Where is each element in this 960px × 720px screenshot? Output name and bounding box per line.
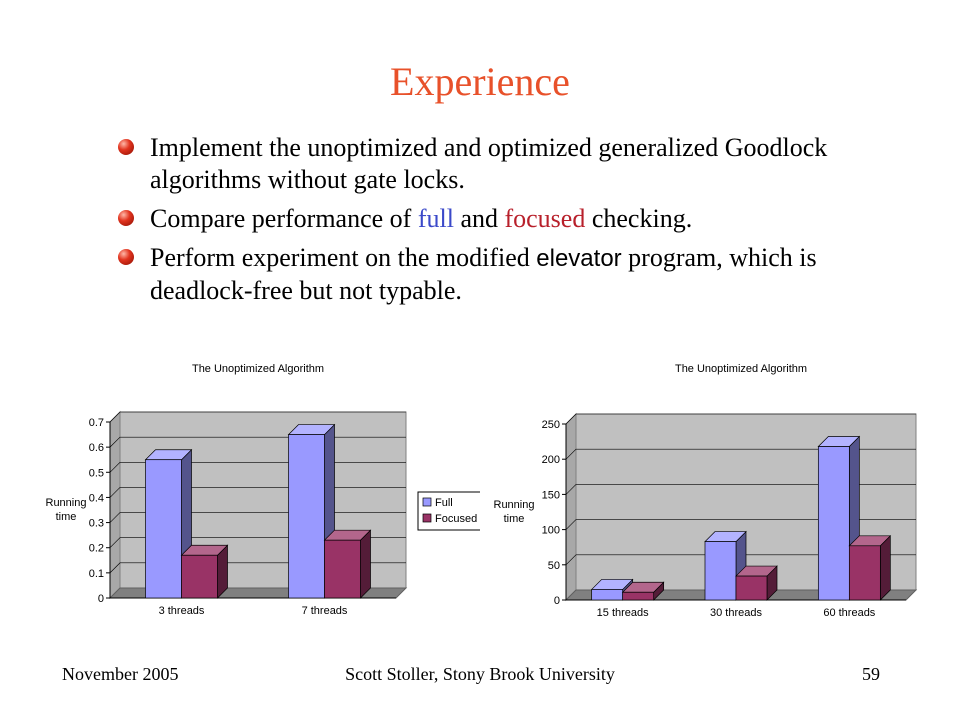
legend-swatch-focused (422, 513, 432, 523)
legend-swatch-full (422, 497, 432, 507)
full-highlight: full (417, 204, 454, 233)
chart-gridline (565, 519, 916, 530)
chart-side-wall (565, 412, 577, 602)
y-tick-label: 0.3 (89, 518, 104, 530)
bar-focused (848, 545, 881, 601)
bullet-ball-icon (118, 139, 134, 155)
chart-right-svg: The Unoptimized Algorithm 0 50 100 150 200 250… (494, 363, 918, 619)
chart-gridline (565, 413, 916, 425)
bullet-item: Perform experiment on the modified eleva… (118, 242, 898, 307)
bullet-list: Implement the unoptimized and optimized … (118, 132, 898, 314)
bullet-text-part: program, which is deadlock-free but not … (150, 243, 817, 305)
bar-focused (622, 591, 655, 601)
x-tick-label: 3 threads (159, 605, 205, 617)
y-axis-label: Running (46, 497, 87, 509)
bullet-text-part: Compare performance of (150, 204, 418, 233)
bar-full (817, 446, 850, 601)
chart-left: The Unoptimized Algorithm 0 0.1 0.2 0.3 0.4 0.… (40, 352, 480, 624)
bar-full (288, 434, 325, 599)
chart-title: The Unoptimized Algorithm (192, 363, 324, 375)
y-tick-label: 150 (542, 489, 560, 501)
y-tick-label: 50 (548, 560, 560, 572)
chart-gridline (565, 484, 916, 495)
chart-side-wall (109, 410, 121, 600)
bar-focused (181, 554, 218, 599)
y-tick-label: 0.5 (89, 467, 104, 479)
chart-title: The Unoptimized Algorithm (675, 363, 807, 375)
bar-side-focused (360, 529, 371, 599)
bar-full (591, 589, 624, 601)
y-tick-label: 200 (542, 454, 560, 466)
y-tick-label: 0 (98, 593, 104, 605)
y-tick-label: 0.4 (89, 492, 104, 504)
y-tick-label: 100 (542, 525, 560, 537)
y-axis-label: Running (494, 499, 535, 511)
y-tick-label: 250 (542, 419, 560, 431)
footer-author: Scott Stoller, Stony Brook University (345, 664, 615, 684)
footer-date: November 2005 (62, 664, 179, 684)
bullet-text: Implement the unoptimized and optimized … (150, 133, 828, 194)
bar-full (145, 459, 182, 599)
bar-focused (324, 539, 361, 599)
y-tick-label: 0.6 (89, 442, 104, 454)
x-tick-label: 30 threads (710, 607, 762, 619)
y-tick-label: 0.2 (89, 543, 104, 555)
legend-label: Focused (435, 513, 477, 525)
bar-side-focused (879, 534, 891, 601)
footer-page-number: 59 (862, 664, 880, 684)
bar-full (704, 541, 737, 601)
program-name: elevator (536, 245, 622, 272)
bullet-text-part: Perform experiment on the modified (150, 243, 537, 272)
legend-label: Full (435, 497, 453, 509)
y-tick-label: 0.7 (89, 417, 104, 429)
bullet-ball-icon (118, 210, 134, 226)
chart-gridline (109, 411, 406, 423)
chart-legend (417, 491, 480, 531)
x-tick-label: 7 threads (302, 605, 348, 617)
bullet-item: Implement the unoptimized and optimized … (118, 132, 898, 196)
y-axis-label: time (504, 513, 525, 525)
y-tick-label: 0.1 (89, 568, 104, 580)
x-tick-label: 60 threads (823, 607, 875, 619)
chart-left-svg: The Unoptimized Algorithm 0 0.1 0.2 0.3 0.4 0.… (46, 363, 480, 617)
chart-gridline (565, 554, 916, 566)
bullet-text-part: and (453, 204, 505, 233)
bullet-text-part: checking. (585, 204, 693, 233)
x-tick-label: 15 threads (597, 607, 649, 619)
bar-focused (735, 575, 768, 601)
chart-right: The Unoptimized Algorithm 0 50 100 150 200 250… (488, 352, 920, 624)
bullet-ball-icon (118, 249, 134, 265)
focused-highlight: focused (504, 204, 586, 233)
y-tick-label: 0 (554, 595, 560, 607)
bullet-item: Compare performance of full and focused … (118, 203, 898, 235)
y-axis-label: time (56, 511, 77, 523)
slide-title: Experience (390, 59, 570, 104)
chart-gridline (565, 448, 916, 460)
